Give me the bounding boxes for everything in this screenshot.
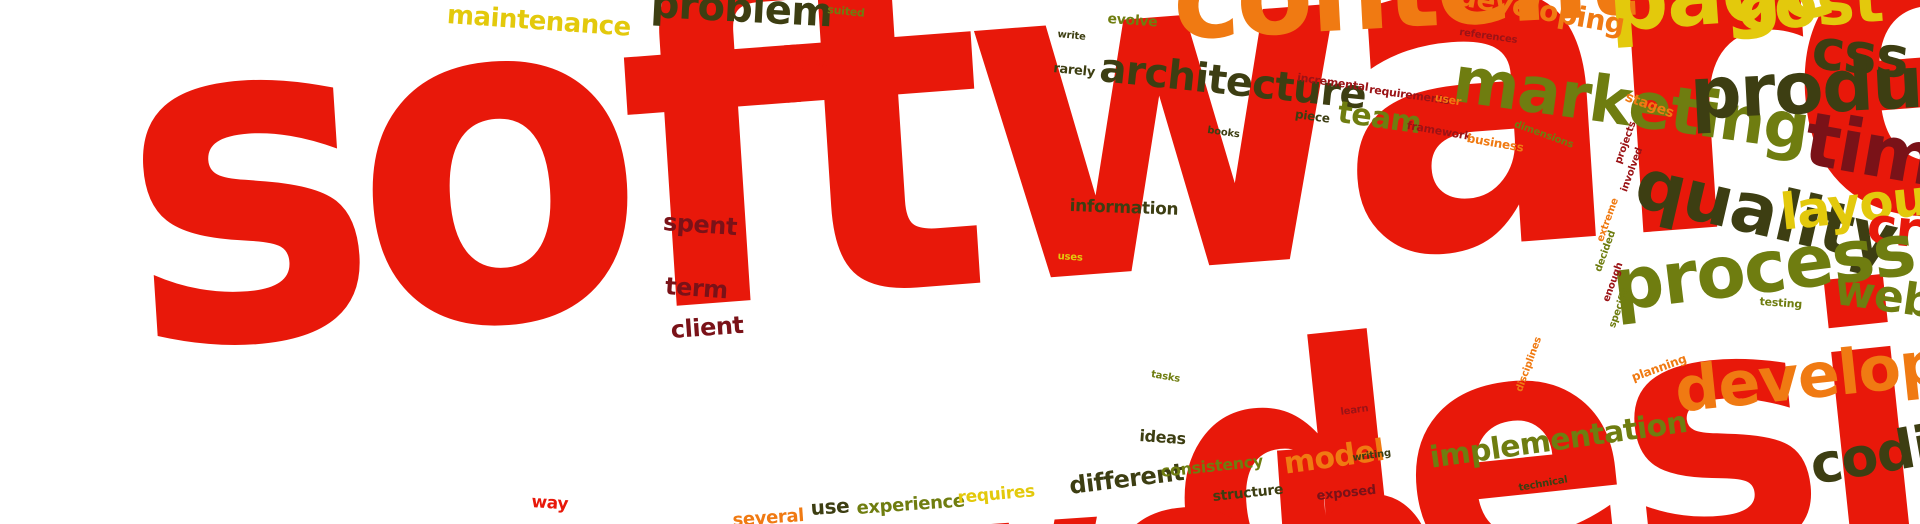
word-problem: problem	[649, 0, 834, 37]
word-tasks: tasks	[1150, 369, 1181, 385]
word-evolve: evolve	[1106, 11, 1158, 31]
word-uses: uses	[1057, 251, 1084, 264]
word-use: use	[809, 493, 850, 520]
word-testing: testing	[1759, 295, 1803, 311]
word-term: term	[664, 272, 729, 305]
word-information: information	[1069, 196, 1179, 220]
word-ideas: ideas	[1138, 426, 1187, 449]
word-few: few	[787, 48, 830, 77]
word-spent: spent	[662, 208, 738, 242]
word-several: several	[731, 505, 805, 524]
word-client: client	[669, 310, 745, 344]
word-way: way	[530, 492, 569, 515]
word-rarely: rarely	[1052, 61, 1096, 81]
word-suited: suited	[826, 3, 866, 20]
